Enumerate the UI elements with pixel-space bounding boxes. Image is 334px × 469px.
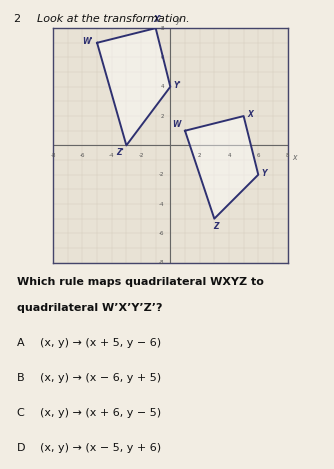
- Text: -2: -2: [138, 153, 144, 158]
- Text: Y: Y: [262, 169, 268, 178]
- Text: W: W: [172, 120, 181, 129]
- Text: 2: 2: [13, 14, 20, 24]
- Polygon shape: [185, 116, 258, 219]
- Text: X: X: [247, 110, 253, 119]
- Text: B: B: [17, 373, 24, 383]
- Text: 8: 8: [161, 26, 164, 30]
- Text: -8: -8: [159, 260, 164, 265]
- Text: -2: -2: [159, 172, 164, 177]
- Text: 8: 8: [286, 153, 289, 158]
- Text: 2: 2: [161, 113, 164, 119]
- Text: y: y: [175, 16, 179, 25]
- Text: 6: 6: [161, 55, 164, 60]
- Text: x: x: [293, 153, 297, 162]
- Text: 4: 4: [161, 84, 164, 89]
- Text: Y': Y': [174, 81, 182, 90]
- Text: -4: -4: [159, 202, 164, 206]
- Text: -4: -4: [109, 153, 115, 158]
- Text: (x, y) → (x + 6, y − 5): (x, y) → (x + 6, y − 5): [40, 408, 161, 418]
- Text: -8: -8: [50, 153, 56, 158]
- Text: 6: 6: [257, 153, 260, 158]
- Text: -6: -6: [159, 231, 164, 236]
- Text: A: A: [17, 338, 24, 348]
- Polygon shape: [97, 28, 170, 145]
- Text: (x, y) → (x − 6, y + 5): (x, y) → (x − 6, y + 5): [40, 373, 161, 383]
- Text: 4: 4: [227, 153, 231, 158]
- Text: Z: Z: [213, 222, 218, 231]
- Text: quadrilateral W’X’Y’Z’?: quadrilateral W’X’Y’Z’?: [17, 303, 162, 312]
- Text: W': W': [82, 37, 93, 46]
- Text: (x, y) → (x + 5, y − 6): (x, y) → (x + 5, y − 6): [40, 338, 161, 348]
- Text: C: C: [17, 408, 24, 418]
- Text: Look at the transformation.: Look at the transformation.: [37, 14, 189, 24]
- Text: X': X': [153, 15, 161, 24]
- Text: Z': Z': [116, 148, 124, 157]
- Text: (x, y) → (x − 5, y + 6): (x, y) → (x − 5, y + 6): [40, 443, 161, 453]
- Text: Which rule maps quadrilateral WXYZ to: Which rule maps quadrilateral WXYZ to: [17, 277, 264, 287]
- Text: D: D: [17, 443, 25, 453]
- Text: -6: -6: [79, 153, 85, 158]
- Text: 2: 2: [198, 153, 201, 158]
